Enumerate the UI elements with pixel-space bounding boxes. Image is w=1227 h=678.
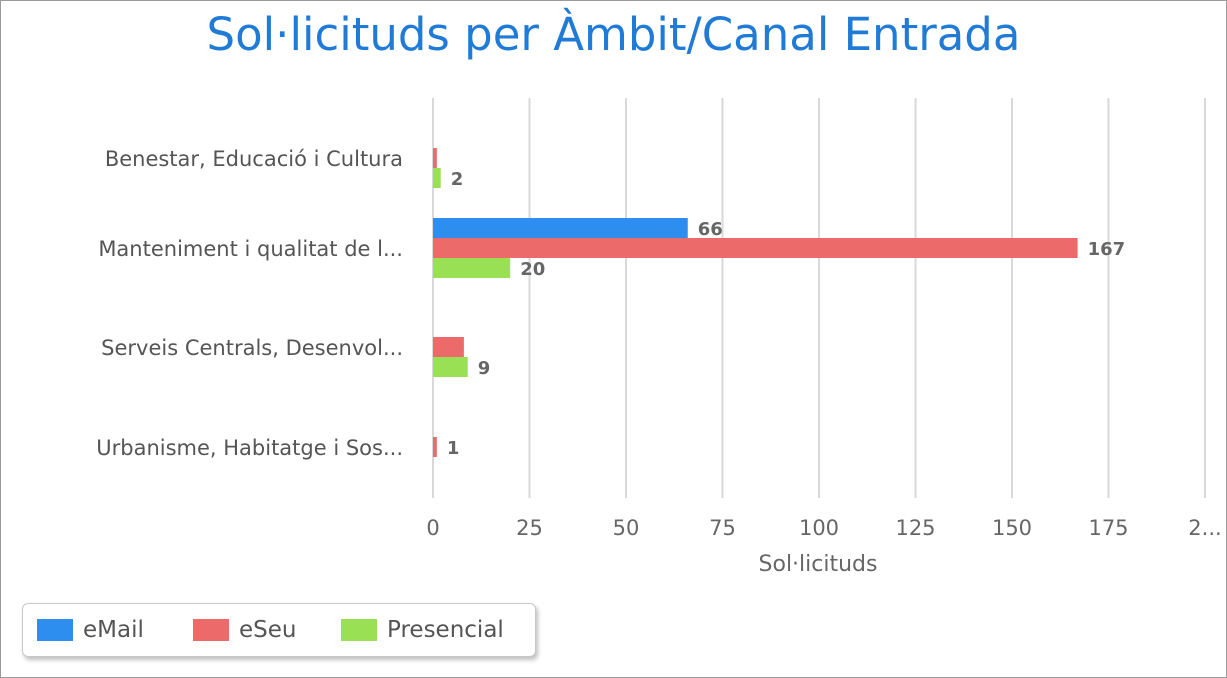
x-tick-label: 25 <box>516 516 543 540</box>
data-label: 66 <box>698 219 723 240</box>
x-tick-label: 175 <box>1088 516 1128 540</box>
data-label: 167 <box>1088 239 1126 260</box>
bar <box>433 218 688 238</box>
legend-swatch-email <box>37 619 73 641</box>
bar <box>433 168 441 188</box>
bar <box>433 148 437 168</box>
x-tick-label: 75 <box>709 516 736 540</box>
data-label: 9 <box>478 358 491 379</box>
category-label: Urbanisme, Habitatge i Sos... <box>96 436 403 460</box>
legend-item-email: eMail <box>37 604 144 656</box>
x-tick-label: 2... <box>1188 516 1221 540</box>
x-axis-title: Sol·licituds <box>759 552 878 577</box>
legend-swatch-presencial <box>341 619 377 641</box>
bar <box>433 258 511 278</box>
legend-swatch-eseu <box>193 619 229 641</box>
chart-title: Sol·licituds per Àmbit/Canal Entrada <box>206 8 1021 61</box>
data-label: 20 <box>520 259 545 280</box>
legend-item-presencial: Presencial <box>341 604 504 656</box>
x-tick-label: 125 <box>895 516 935 540</box>
category-label: Serveis Centrals, Desenvol... <box>101 336 403 360</box>
data-label: 1 <box>447 438 460 459</box>
legend-label-presencial: Presencial <box>387 617 504 643</box>
legend-label-eseu: eSeu <box>239 617 297 643</box>
bar <box>433 337 464 357</box>
legend-label-email: eMail <box>83 617 144 643</box>
legend-item-eseu: eSeu <box>193 604 296 656</box>
category-label: Benestar, Educació i Cultura <box>105 147 403 171</box>
chart-legend: eMail eSeu Presencial <box>22 603 536 657</box>
bar <box>433 357 468 377</box>
bar <box>433 238 1078 258</box>
data-label: 2 <box>451 169 464 190</box>
x-tick-label: 50 <box>613 516 640 540</box>
x-tick-label: 150 <box>992 516 1032 540</box>
x-tick-label: 100 <box>799 516 839 540</box>
category-label: Manteniment i qualitat de l... <box>98 237 403 261</box>
x-tick-label: 0 <box>426 516 439 540</box>
bar <box>433 437 437 457</box>
